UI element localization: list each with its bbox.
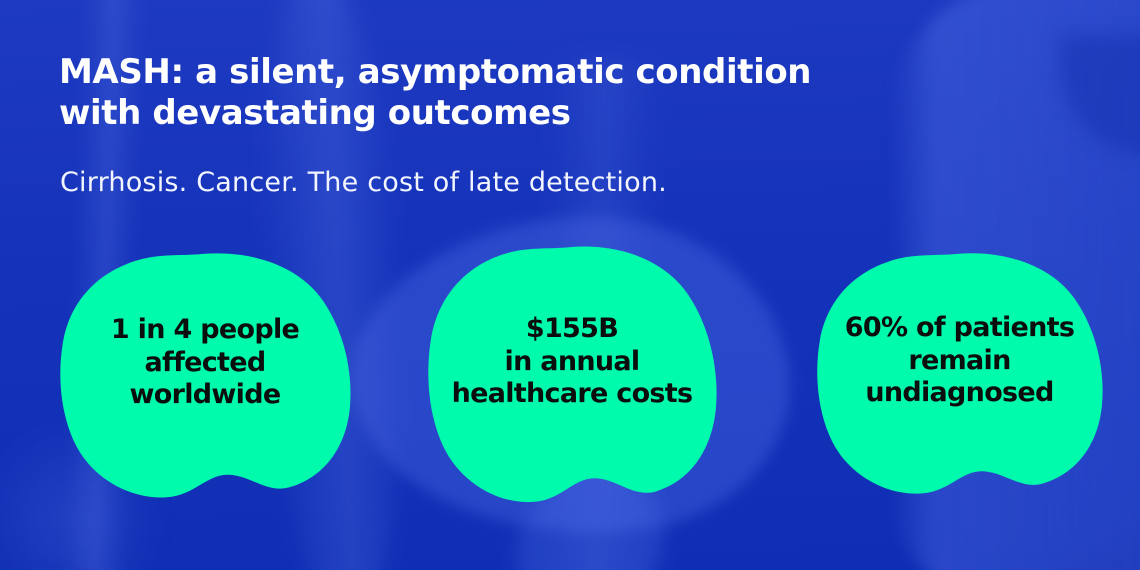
stat-line: in annual	[504, 345, 641, 377]
blob-shape	[60, 253, 351, 498]
stat-line: affected	[144, 346, 267, 378]
body-shoulder-shadow	[1060, 35, 1140, 155]
blob-shape	[428, 246, 717, 503]
stat-line: worldwide	[129, 379, 282, 411]
stat-line: undiagnosed	[865, 377, 1054, 409]
stat-line: healthcare costs	[451, 378, 693, 410]
stat-blob-costs: $155B in annual healthcare costs	[423, 243, 721, 511]
stat-text: $155B in annual healthcare costs	[423, 228, 721, 496]
subtitle: Cirrhosis. Cancer. The cost of late dete…	[60, 166, 667, 198]
blob-shape	[817, 253, 1103, 494]
page-title: MASH: a silent, asymptomatic condition w…	[59, 52, 1039, 135]
stat-blob-undiagnosed: 60% of patients remain undiagnosed	[812, 250, 1107, 502]
header: MASH: a silent, asymptomatic condition w…	[59, 52, 1039, 199]
stat-text: 60% of patients remain undiagnosed	[812, 235, 1107, 487]
stat-text: 1 in 4 people affected worldwide	[55, 235, 355, 491]
stat-line: remain	[908, 344, 1011, 376]
page-title-line-1: MASH: a silent, asymptomatic condition	[59, 52, 812, 92]
stat-line: 60% of patients	[844, 311, 1075, 343]
stat-line: 1 in 4 people	[110, 313, 300, 345]
page-title-line-2: with devastating outcomes	[59, 93, 571, 134]
stat-blob-prevalence: 1 in 4 people affected worldwide	[55, 250, 355, 506]
stat-line: $155B	[525, 312, 619, 344]
